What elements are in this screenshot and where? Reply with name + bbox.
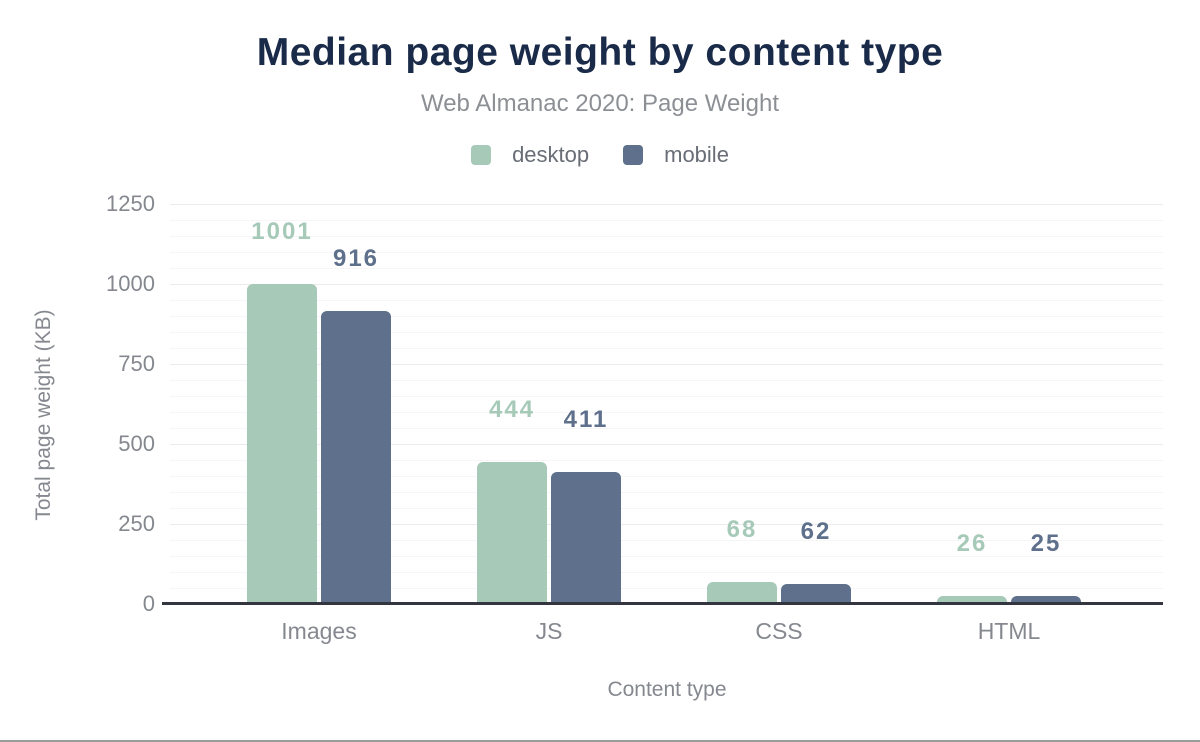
bar-mobile-images [321, 310, 391, 604]
gridline-major [170, 363, 1163, 365]
bar-desktop-images [247, 283, 317, 604]
legend-item-desktop[interactable]: desktop [471, 142, 589, 168]
legend: desktop mobile [0, 142, 1200, 168]
x-axis-title: Content type [607, 678, 727, 701]
value-label-mobile-html: 25 [1030, 530, 1062, 557]
value-label-mobile-js: 411 [563, 406, 609, 434]
bar-desktop-html [937, 595, 1007, 604]
gridline-minor [170, 571, 1163, 573]
gridline-major [170, 283, 1163, 285]
y-tick-1000: 1000 [106, 271, 155, 296]
value-label-desktop-images: 1001 [251, 217, 313, 245]
gridline-major [170, 203, 1163, 205]
gridline-minor [170, 251, 1163, 253]
legend-label-mobile: mobile [664, 142, 729, 167]
x-tick-html: HTML [977, 618, 1041, 644]
value-label-mobile-css: 62 [800, 518, 832, 546]
legend-label-desktop: desktop [512, 142, 590, 167]
gridline-minor [170, 587, 1163, 589]
value-label-desktop-js: 444 [488, 395, 536, 423]
gridline-minor [170, 459, 1163, 461]
value-label-desktop-html: 26 [956, 529, 988, 557]
gridline-major [170, 523, 1163, 525]
gridline-minor [170, 299, 1163, 301]
x-axis-line [162, 602, 1163, 605]
gridline-minor [170, 491, 1163, 493]
gridline-minor [170, 219, 1163, 221]
y-tick-1250: 1250 [106, 191, 155, 216]
gridline-minor [170, 267, 1163, 269]
gridline-minor [170, 475, 1163, 477]
gridline-major [170, 443, 1163, 445]
bar-desktop-css [707, 582, 777, 604]
gridline-minor [170, 315, 1163, 317]
gridline-minor [170, 539, 1163, 541]
x-tick-images: Images [281, 618, 357, 644]
plot-area: 1001 916 444 411 68 62 26 25 [170, 203, 1163, 604]
bar-desktop-js [477, 461, 547, 604]
y-tick-0: 0 [142, 591, 155, 616]
gridline-minor [170, 411, 1163, 413]
gridline-minor [170, 507, 1163, 509]
gridline-minor [170, 395, 1163, 397]
x-tick-css: CSS [755, 618, 803, 644]
bar-mobile-js [551, 472, 621, 604]
value-label-desktop-css: 68 [726, 516, 758, 544]
y-tick-250: 250 [118, 511, 155, 536]
x-tick-js: JS [535, 618, 563, 644]
gridline-minor [170, 555, 1163, 557]
legend-item-mobile[interactable]: mobile [623, 142, 729, 168]
gridline-minor [170, 427, 1163, 429]
legend-swatch-mobile [623, 145, 644, 165]
bar-mobile-html [1011, 596, 1081, 604]
gridline-minor [170, 235, 1163, 237]
y-tick-500: 500 [118, 431, 155, 456]
chart-title: Median page weight by content type [256, 31, 944, 74]
legend-swatch-desktop [471, 145, 492, 165]
gridline-minor [170, 331, 1163, 333]
chart-subtitle: Web Almanac 2020: Page Weight [420, 90, 779, 117]
value-label-mobile-images: 916 [332, 244, 380, 272]
gridline-minor [170, 379, 1163, 381]
y-tick-750: 750 [118, 351, 155, 376]
y-axis-title: Total page weight (KB) [32, 309, 55, 521]
gridline-minor [170, 347, 1163, 349]
bar-mobile-css [781, 584, 851, 604]
